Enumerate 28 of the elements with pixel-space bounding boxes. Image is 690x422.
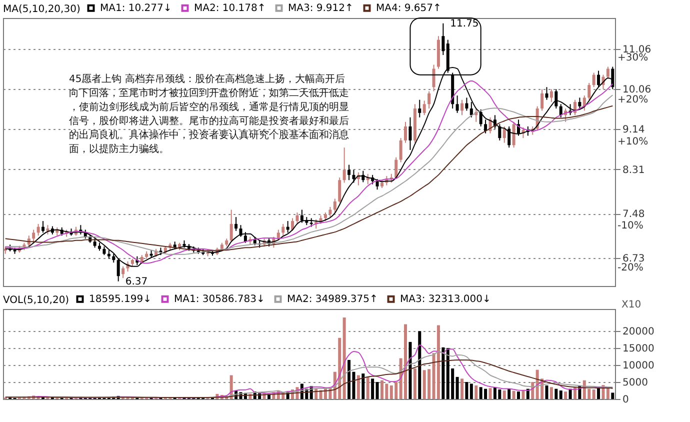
y2-tick-label: +20% [618, 94, 648, 106]
y-axis-title: X10 [622, 300, 642, 310]
legend-label: MA3: 9.912↑ [288, 3, 354, 14]
y-tick-label: 7.48 [622, 209, 645, 220]
y2-tick-label: -10% [618, 220, 644, 232]
y-tick-label: 15000 [622, 344, 654, 355]
y2-tick-label: -20% [618, 262, 644, 274]
y-tick-label: 9.14 [622, 124, 645, 136]
y-tick-label: 20000 [622, 326, 654, 338]
y-tick-label: 10000 [622, 360, 654, 372]
legend-title: MA(5,10,20,30) [3, 4, 80, 15]
annotation: 6.37 [125, 276, 148, 288]
y2-tick-label: +10% [618, 136, 648, 148]
annotation: 45愿者上钩 高档弃吊颈线：股价在高档急速上扬，大幅高开后向下回落，至尾市时才被拉回到开盘价附近，如第二天低开低走，使前边剑形线成为前后皆空的吊颈线，通常是行情见顶的明显信号，股价即将进入调整。尾市的拉高可能是投资者最好和最后的出局良机。具体操作中，投资者要认真研究个股基本面和消息面，以提防主力骗线。 [69, 73, 349, 155]
legend-label: MA2: 10.178↑ [194, 3, 266, 14]
legend-title: VOL(5,10,20) [3, 295, 70, 306]
annotation: 11.75 [450, 18, 479, 30]
y2-tick-label: +30% [618, 52, 648, 64]
legend-label: MA4: 9.657↑ [376, 3, 442, 14]
y-tick-label: 8.31 [622, 164, 645, 176]
y-tick-label: 10.06 [622, 84, 652, 96]
legend-label: MA3: 32313.000↓ [400, 294, 491, 306]
y-tick-label: 5000 [622, 378, 648, 389]
legend-label: 18595.199↓ [89, 294, 152, 306]
legend-label: MA1: 30586.783↓ [174, 294, 265, 306]
legend-label: MA2: 34989.375↑ [287, 294, 378, 306]
legend-label: MA1: 10.277↓ [100, 3, 172, 14]
y-tick-label: 0 [622, 394, 629, 406]
